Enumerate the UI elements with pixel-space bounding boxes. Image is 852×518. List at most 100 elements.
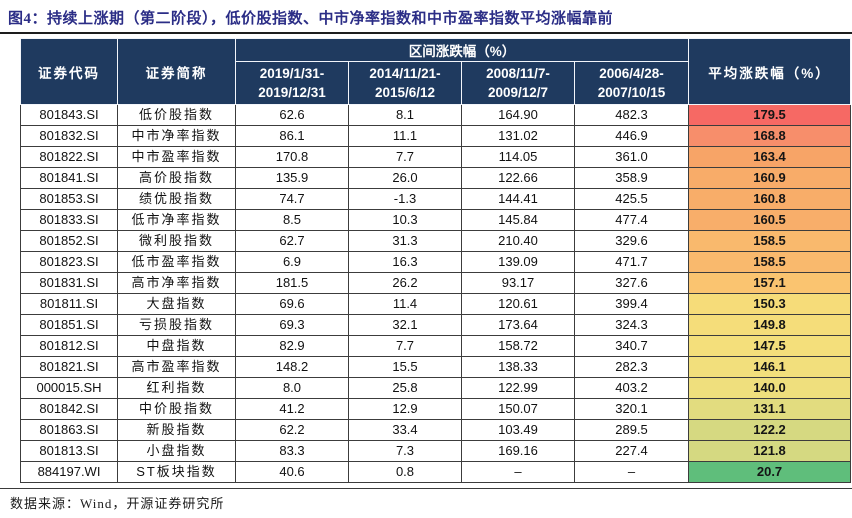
cell-average-change: 158.5 xyxy=(688,251,852,273)
cell-period-change: 41.2 xyxy=(235,398,349,420)
cell-security-code: 884197.WI xyxy=(20,461,118,483)
col-header-interval-change-group: 区间涨跌幅（%） xyxy=(234,38,690,62)
cell-period-change: 25.8 xyxy=(348,377,462,399)
table-row: 801851.SI 亏损股指数 69.3 32.1 173.64 324.3 149.8 xyxy=(20,314,852,336)
table-row: 000015.SH 红利指数 8.0 25.8 122.99 403.2 140.0 xyxy=(20,377,852,399)
cell-average-change: 146.1 xyxy=(688,356,852,378)
cell-security-code: 801833.SI xyxy=(20,209,118,231)
cell-period-change: 33.4 xyxy=(348,419,462,441)
cell-security-code: 801852.SI xyxy=(20,230,118,252)
cell-period-change: 145.84 xyxy=(461,209,575,231)
table-row: 801853.SI 绩优股指数 74.7 -1.3 144.41 425.5 160.8 xyxy=(20,188,852,210)
cell-average-change: 163.4 xyxy=(688,146,852,168)
cell-average-change: 121.8 xyxy=(688,440,852,462)
cell-period-change: 169.16 xyxy=(461,440,575,462)
cell-security-name: 微利股指数 xyxy=(117,230,236,252)
cell-period-change: 170.8 xyxy=(235,146,349,168)
table-row: 801822.SI 中市盈率指数 170.8 7.7 114.05 361.0 163.4 xyxy=(20,146,852,168)
cell-period-change: 329.6 xyxy=(573,230,690,252)
cell-period-change: 32.1 xyxy=(348,314,462,336)
cell-period-change: – xyxy=(461,461,575,483)
cell-period-change: 114.05 xyxy=(461,146,575,168)
cell-period-change: 62.7 xyxy=(235,230,349,252)
cell-period-change: 6.9 xyxy=(235,251,349,273)
cell-average-change: 158.5 xyxy=(688,230,852,252)
cell-period-change: 477.4 xyxy=(573,209,690,231)
cell-period-change: 103.49 xyxy=(461,419,575,441)
cell-security-name: 亏损股指数 xyxy=(117,314,236,336)
cell-period-change: 74.7 xyxy=(235,188,349,210)
table-row: 801833.SI 低市净率指数 8.5 10.3 145.84 477.4 160.5 xyxy=(20,209,852,231)
cell-security-code: 801832.SI xyxy=(20,125,118,147)
cell-average-change: 122.2 xyxy=(688,419,852,441)
col-header-period-2019: 2019/1/31- 2019/12/31 xyxy=(235,61,349,105)
performance-table: 证券代码 证券简称 区间涨跌幅（%） 平均涨跌幅（%） 2019/1/31- 2… xyxy=(20,38,852,483)
cell-period-change: 358.9 xyxy=(573,167,690,189)
cell-period-change: 8.5 xyxy=(235,209,349,231)
cell-period-change: 173.64 xyxy=(461,314,575,336)
cell-security-code: 801822.SI xyxy=(20,146,118,168)
table-row: 801843.SI 低价股指数 62.6 8.1 164.90 482.3 179.5 xyxy=(20,104,852,126)
cell-security-name: 低市净率指数 xyxy=(117,209,236,231)
table-row: 801832.SI 中市净率指数 86.1 11.1 131.02 446.9 168.8 xyxy=(20,125,852,147)
table-row: 801842.SI 中价股指数 41.2 12.9 150.07 320.1 131.1 xyxy=(20,398,852,420)
cell-average-change: 160.5 xyxy=(688,209,852,231)
cell-security-code: 801821.SI xyxy=(20,356,118,378)
cell-period-change: 69.6 xyxy=(235,293,349,315)
cell-average-change: 131.1 xyxy=(688,398,852,420)
cell-period-change: – xyxy=(573,461,690,483)
cell-period-change: 482.3 xyxy=(573,104,690,126)
cell-period-change: 135.9 xyxy=(235,167,349,189)
cell-security-code: 801831.SI xyxy=(20,272,118,294)
cell-period-change: 31.3 xyxy=(348,230,462,252)
cell-period-change: 69.3 xyxy=(235,314,349,336)
cell-security-code: 801811.SI xyxy=(20,293,118,315)
cell-period-change: 340.7 xyxy=(573,335,690,357)
cell-security-code: 801813.SI xyxy=(20,440,118,462)
cell-average-change: 168.8 xyxy=(688,125,852,147)
table-row: 801823.SI 低市盈率指数 6.9 16.3 139.09 471.7 158.5 xyxy=(20,251,852,273)
cell-security-name: 红利指数 xyxy=(117,377,236,399)
cell-security-name: 低价股指数 xyxy=(117,104,236,126)
cell-average-change: 157.1 xyxy=(688,272,852,294)
cell-security-code: 801842.SI xyxy=(20,398,118,420)
cell-period-change: 227.4 xyxy=(573,440,690,462)
col-header-period-2008: 2008/11/7- 2009/12/7 xyxy=(461,61,575,105)
table-row: 801863.SI 新股指数 62.2 33.4 103.49 289.5 122.2 xyxy=(20,419,852,441)
cell-period-change: 320.1 xyxy=(573,398,690,420)
cell-period-change: 144.41 xyxy=(461,188,575,210)
cell-period-change: 40.6 xyxy=(235,461,349,483)
table-row: 801852.SI 微利股指数 62.7 31.3 210.40 329.6 158.5 xyxy=(20,230,852,252)
cell-security-name: ST板块指数 xyxy=(117,461,236,483)
cell-period-change: 425.5 xyxy=(573,188,690,210)
cell-period-change: 139.09 xyxy=(461,251,575,273)
cell-average-change: 160.9 xyxy=(688,167,852,189)
cell-period-change: 11.4 xyxy=(348,293,462,315)
cell-period-change: 86.1 xyxy=(235,125,349,147)
cell-period-change: 164.90 xyxy=(461,104,575,126)
cell-period-change: 122.99 xyxy=(461,377,575,399)
col-header-period-2006: 2006/4/28- 2007/10/15 xyxy=(573,61,690,105)
table-row: 801811.SI 大盘指数 69.6 11.4 120.61 399.4 150.3 xyxy=(20,293,852,315)
cell-period-change: 289.5 xyxy=(573,419,690,441)
cell-average-change: 147.5 xyxy=(688,335,852,357)
cell-period-change: 324.3 xyxy=(573,314,690,336)
cell-period-change: 15.5 xyxy=(348,356,462,378)
table-bottom-divider xyxy=(0,488,852,489)
cell-security-code: 801841.SI xyxy=(20,167,118,189)
cell-period-change: 327.6 xyxy=(573,272,690,294)
cell-security-name: 低市盈率指数 xyxy=(117,251,236,273)
cell-period-change: 403.2 xyxy=(573,377,690,399)
figure-title: 图4：持续上涨期（第二阶段），低价股指数、中市净率指数和中市盈率指数平均涨幅靠前 xyxy=(8,11,614,27)
cell-security-name: 中市净率指数 xyxy=(117,125,236,147)
table-row: 801841.SI 高价股指数 135.9 26.0 122.66 358.9 160.9 xyxy=(20,167,852,189)
cell-period-change: 16.3 xyxy=(348,251,462,273)
table-body: 801843.SI 低价股指数 62.6 8.1 164.90 482.3 179.5 801… xyxy=(20,104,852,483)
cell-period-change: 7.3 xyxy=(348,440,462,462)
cell-period-change: 361.0 xyxy=(573,146,690,168)
table-row: 801831.SI 高市净率指数 181.5 26.2 93.17 327.6 157.1 xyxy=(20,272,852,294)
cell-period-change: 62.6 xyxy=(235,104,349,126)
cell-security-code: 801812.SI xyxy=(20,335,118,357)
cell-period-change: 82.9 xyxy=(235,335,349,357)
